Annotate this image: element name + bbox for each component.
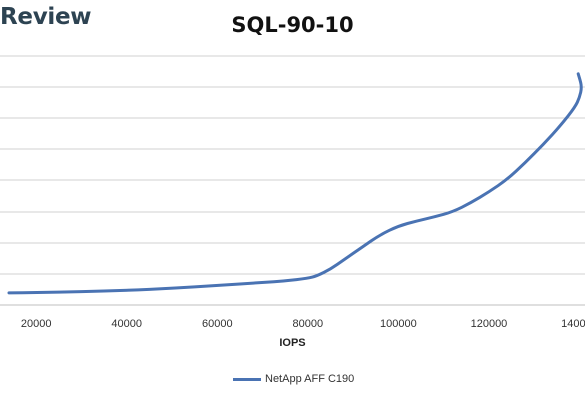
legend-swatch (233, 377, 261, 381)
brand-logo-text: Review (0, 4, 92, 30)
x-tick-label: 100000 (380, 318, 417, 330)
legend-label: NetApp AFF C190 (265, 373, 355, 385)
series-line (7, 72, 583, 295)
x-tick-label: 140000 (561, 318, 585, 330)
x-axis-label: IOPS (279, 337, 306, 349)
chart-title: SQL-90-10 (231, 13, 354, 37)
x-tick-label: 80000 (293, 318, 324, 330)
x-tick-label: 40000 (111, 318, 142, 330)
x-tick-label: 120000 (471, 318, 508, 330)
legend: NetApp AFF C190 (233, 373, 354, 385)
x-tick-label: 60000 (202, 318, 233, 330)
x-tick-label: 20000 (21, 318, 52, 330)
